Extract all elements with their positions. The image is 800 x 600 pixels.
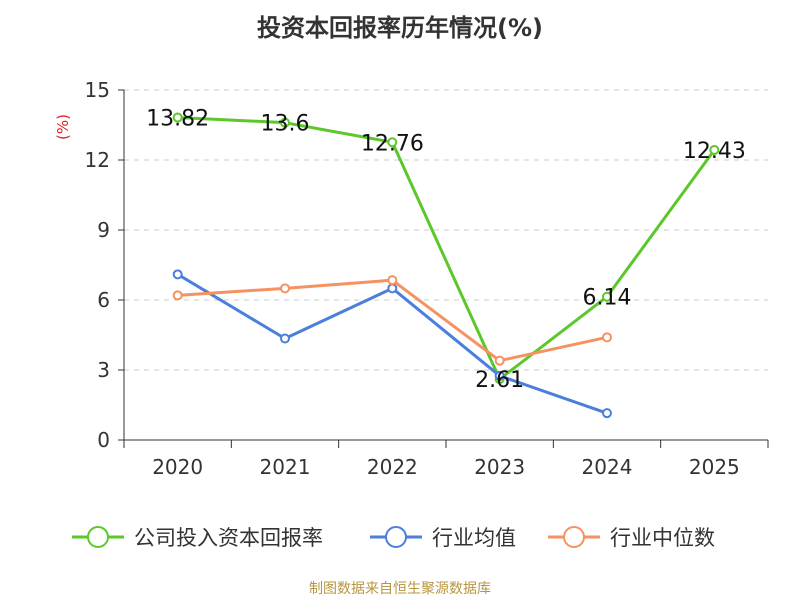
x-tick-label: 2022 (367, 455, 418, 479)
legend: 公司投入资本回报率 行业均值 行业中位数 (72, 526, 715, 550)
series-line-0 (177, 116, 716, 381)
y-tick-label: 3 (97, 358, 110, 382)
data-label: 12.76 (361, 131, 424, 156)
data-point (172, 269, 183, 280)
data-source-note: 制图数据来自恒生聚源数据库 (309, 581, 491, 597)
data-point (172, 112, 183, 123)
data-label: 13.6 (261, 112, 310, 137)
data-point (280, 283, 290, 294)
data-point (172, 290, 183, 301)
data-point (387, 137, 398, 148)
data-point (494, 355, 505, 366)
x-tick-label: 2024 (582, 455, 633, 479)
x-tick-label: 2023 (474, 455, 525, 479)
data-label: 2.61 (475, 368, 524, 393)
y-axis-label: (%) (54, 114, 72, 140)
legend-label-2: 行业中位数 (610, 526, 715, 550)
data-point (494, 370, 505, 381)
data-point (387, 283, 398, 294)
y-tick-label: 9 (97, 218, 110, 242)
series-layer (172, 112, 720, 419)
data-point (387, 275, 398, 286)
x-tick-label: 2021 (260, 455, 311, 479)
data-point (602, 332, 612, 343)
y-tick-label: 6 (97, 288, 110, 312)
axes: 0 3 6 9 12 15 (%) 2020 2021 2022 2023 2024 2025 (54, 78, 769, 479)
legend-marker-0 (87, 526, 109, 548)
data-label: 12.43 (683, 139, 746, 164)
series-line-1 (176, 273, 608, 415)
data-point (280, 117, 290, 128)
legend-label-0: 公司投入资本回报率 (134, 526, 323, 550)
data-labels: 13.82 13.6 12.76 2.61 6.14 12.43 (146, 107, 746, 394)
data-point (602, 408, 612, 419)
legend-label-1: 行业均值 (432, 526, 516, 550)
y-tick-label: 12 (85, 148, 110, 172)
data-label: 13.82 (146, 107, 209, 132)
chart-title: 投资本回报率历年情况(%) (257, 14, 543, 42)
legend-marker-1 (385, 526, 407, 548)
grid-lines (124, 89, 768, 371)
data-point (709, 144, 720, 155)
x-tick-label: 2020 (152, 455, 203, 479)
y-tick-label: 0 (97, 428, 110, 452)
y-tick-label: 15 (85, 78, 110, 102)
legend-marker-2 (563, 526, 585, 548)
x-tick-label: 2025 (689, 455, 740, 479)
data-point (602, 291, 612, 302)
data-point (280, 333, 290, 344)
data-label: 6.14 (583, 286, 632, 311)
